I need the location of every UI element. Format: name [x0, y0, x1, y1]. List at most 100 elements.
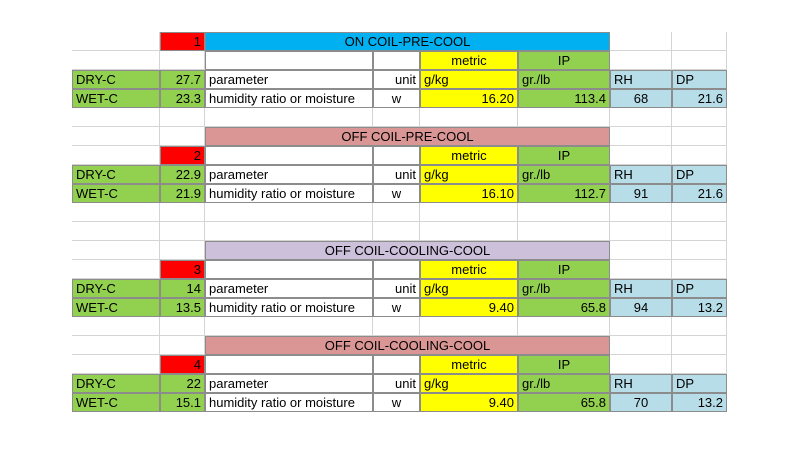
- block-4-dry-row: DRY-C 22 parameter unit g/kg gr./lb RH D…: [72, 374, 727, 393]
- humidity-label[interactable]: humidity ratio or moisture: [205, 184, 373, 203]
- empty-row: [72, 222, 727, 241]
- block-2-title-row: OFF COIL-PRE-COOL: [72, 127, 727, 146]
- block-number[interactable]: 4: [160, 355, 205, 374]
- wet-value[interactable]: 13.5: [160, 298, 205, 317]
- metric-value[interactable]: 16.10: [420, 184, 518, 203]
- wet-label[interactable]: WET-C: [72, 298, 160, 317]
- dry-value[interactable]: 22: [160, 374, 205, 393]
- rh-value[interactable]: 94: [610, 298, 672, 317]
- metric-header[interactable]: metric: [420, 355, 518, 374]
- block-title[interactable]: OFF COIL-PRE-COOL: [205, 127, 610, 146]
- rh-value[interactable]: 68: [610, 89, 672, 108]
- metric-header[interactable]: metric: [420, 51, 518, 70]
- unit-value[interactable]: w: [373, 184, 420, 203]
- ip-value[interactable]: 65.8: [518, 393, 610, 412]
- ip-header[interactable]: IP: [518, 260, 610, 279]
- metric-value[interactable]: 16.20: [420, 89, 518, 108]
- metric-unit[interactable]: g/kg: [420, 165, 518, 184]
- dry-value[interactable]: 27.7: [160, 70, 205, 89]
- ip-header[interactable]: IP: [518, 51, 610, 70]
- parameter-label[interactable]: parameter: [205, 374, 373, 393]
- metric-header[interactable]: metric: [420, 260, 518, 279]
- dp-label[interactable]: DP: [672, 165, 727, 184]
- block-2-wet-row: WET-C 21.9 humidity ratio or moisture w …: [72, 184, 727, 203]
- wet-value[interactable]: 15.1: [160, 393, 205, 412]
- metric-header[interactable]: metric: [420, 146, 518, 165]
- parameter-label[interactable]: parameter: [205, 70, 373, 89]
- rh-label[interactable]: RH: [610, 279, 672, 298]
- block-2-header-row: 2 metric IP: [72, 146, 727, 165]
- unit-label[interactable]: unit: [373, 165, 420, 184]
- rh-value[interactable]: 91: [610, 184, 672, 203]
- ip-value[interactable]: 112.7: [518, 184, 610, 203]
- block-1-dry-row: DRY-C 27.7 parameter unit g/kg gr./lb RH…: [72, 70, 727, 89]
- block-title[interactable]: OFF COIL-COOLING-COOL: [205, 336, 610, 355]
- dp-value[interactable]: 13.2: [672, 393, 727, 412]
- dry-label[interactable]: DRY-C: [72, 165, 160, 184]
- spreadsheet-grid: 1 ON COIL-PRE-COOL metric IP DRY-C 27.7 …: [72, 32, 727, 412]
- block-title[interactable]: OFF COIL-COOLING-COOL: [205, 241, 610, 260]
- block-number[interactable]: 3: [160, 260, 205, 279]
- ip-header[interactable]: IP: [518, 355, 610, 374]
- rh-label[interactable]: RH: [610, 165, 672, 184]
- dry-value[interactable]: 14: [160, 279, 205, 298]
- dp-label[interactable]: DP: [672, 374, 727, 393]
- block-2-dry-row: DRY-C 22.9 parameter unit g/kg gr./lb RH…: [72, 165, 727, 184]
- unit-value[interactable]: w: [373, 393, 420, 412]
- dp-label[interactable]: DP: [672, 279, 727, 298]
- dp-value[interactable]: 21.6: [672, 89, 727, 108]
- ip-unit[interactable]: gr./lb: [518, 279, 610, 298]
- dry-label[interactable]: DRY-C: [72, 374, 160, 393]
- block-title[interactable]: ON COIL-PRE-COOL: [205, 32, 610, 51]
- humidity-label[interactable]: humidity ratio or moisture: [205, 298, 373, 317]
- dp-value[interactable]: 21.6: [672, 184, 727, 203]
- block-4-header-row: 4 metric IP: [72, 355, 727, 374]
- empty-row: [72, 108, 727, 127]
- metric-unit[interactable]: g/kg: [420, 374, 518, 393]
- wet-label[interactable]: WET-C: [72, 89, 160, 108]
- dp-label[interactable]: DP: [672, 70, 727, 89]
- humidity-label[interactable]: humidity ratio or moisture: [205, 89, 373, 108]
- metric-unit[interactable]: g/kg: [420, 279, 518, 298]
- block-3-wet-row: WET-C 13.5 humidity ratio or moisture w …: [72, 298, 727, 317]
- block-3-title-row: OFF COIL-COOLING-COOL: [72, 241, 727, 260]
- unit-label[interactable]: unit: [373, 70, 420, 89]
- empty-row: [72, 203, 727, 222]
- ip-unit[interactable]: gr./lb: [518, 374, 610, 393]
- block-1-title-row: 1 ON COIL-PRE-COOL: [72, 32, 727, 51]
- parameter-label[interactable]: parameter: [205, 165, 373, 184]
- ip-header[interactable]: IP: [518, 146, 610, 165]
- dry-label[interactable]: DRY-C: [72, 70, 160, 89]
- rh-label[interactable]: RH: [610, 374, 672, 393]
- metric-value[interactable]: 9.40: [420, 393, 518, 412]
- wet-value[interactable]: 21.9: [160, 184, 205, 203]
- wet-label[interactable]: WET-C: [72, 184, 160, 203]
- block-3-header-row: 3 metric IP: [72, 260, 727, 279]
- rh-value[interactable]: 70: [610, 393, 672, 412]
- unit-label[interactable]: unit: [373, 374, 420, 393]
- dry-value[interactable]: 22.9: [160, 165, 205, 184]
- parameter-label[interactable]: parameter: [205, 279, 373, 298]
- wet-label[interactable]: WET-C: [72, 393, 160, 412]
- humidity-label[interactable]: humidity ratio or moisture: [205, 393, 373, 412]
- block-1-wet-row: WET-C 23.3 humidity ratio or moisture w …: [72, 89, 727, 108]
- block-4-title-row: OFF COIL-COOLING-COOL: [72, 336, 727, 355]
- wet-value[interactable]: 23.3: [160, 89, 205, 108]
- ip-value[interactable]: 65.8: [518, 298, 610, 317]
- unit-label[interactable]: unit: [373, 279, 420, 298]
- unit-value[interactable]: w: [373, 298, 420, 317]
- dry-label[interactable]: DRY-C: [72, 279, 160, 298]
- empty-row: [72, 317, 727, 336]
- ip-unit[interactable]: gr./lb: [518, 70, 610, 89]
- unit-value[interactable]: w: [373, 89, 420, 108]
- dp-value[interactable]: 13.2: [672, 298, 727, 317]
- metric-unit[interactable]: g/kg: [420, 70, 518, 89]
- metric-value[interactable]: 9.40: [420, 298, 518, 317]
- rh-label[interactable]: RH: [610, 70, 672, 89]
- block-number[interactable]: 2: [160, 146, 205, 165]
- block-1-header-row: metric IP: [72, 51, 727, 70]
- ip-value[interactable]: 113.4: [518, 89, 610, 108]
- block-number[interactable]: 1: [160, 32, 205, 51]
- block-4-wet-row: WET-C 15.1 humidity ratio or moisture w …: [72, 393, 727, 412]
- ip-unit[interactable]: gr./lb: [518, 165, 610, 184]
